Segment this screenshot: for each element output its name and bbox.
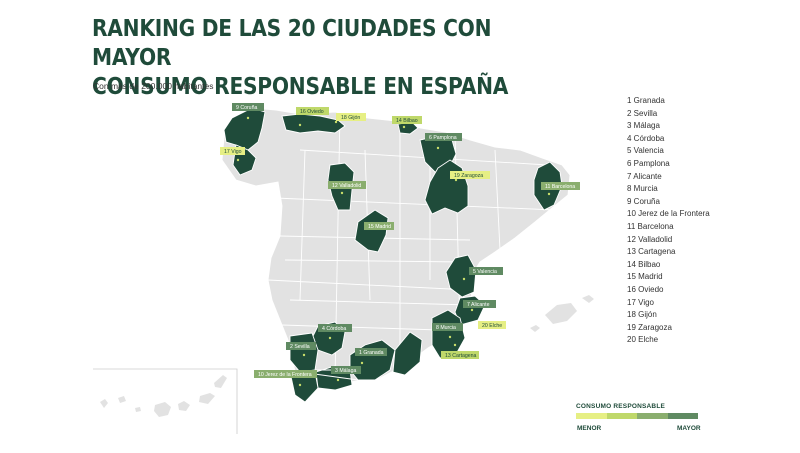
city-label-murcia: 8 Murcia (432, 323, 463, 331)
city-label-pamplona: 6 Pamplona (425, 133, 462, 141)
ranking-item: 8 Murcia (627, 184, 658, 194)
ranking-item: 4 Córdoba (627, 133, 665, 143)
city-label-text: 4 Córdoba (322, 326, 346, 332)
city-label-text: 9 Coruña (236, 105, 257, 111)
city-label-text: 18 Gijón (341, 115, 360, 121)
highlighted-provinces (223, 107, 563, 403)
province-murcia (431, 309, 466, 359)
legend-max-label: MAYOR (677, 425, 701, 432)
city-label-vigo: 17 Vigo (220, 147, 245, 155)
canary-islands-inset (93, 368, 238, 434)
ranking-item: 3 Málaga (627, 121, 660, 131)
title-line-2: CONSUMO RESPONSABLE EN ESPAÑA (92, 72, 509, 100)
city-label-madrid: 15 Madrid (364, 222, 394, 230)
province-almeria (392, 331, 423, 376)
city-label-zaragoza: 19 Zaragoza (450, 171, 490, 179)
ranking-item: 12 Valladolid (627, 234, 673, 244)
ranking-item: 19 Zaragoza (627, 322, 672, 332)
city-label-text: 5 Valencia (473, 269, 497, 275)
city-label-malaga: 3 Málaga (331, 366, 361, 374)
city-label-bilbao: 14 Bilbao (392, 116, 422, 124)
city-label-text: 2 Sevilla (290, 344, 310, 350)
ranking-item: 6 Pamplona (627, 158, 670, 168)
ranking-list: 1 Granada 2 Sevilla 3 Málaga 4 Córdoba 5… (627, 95, 710, 347)
city-label-text: 10 Jerez de la Frontera (258, 372, 312, 378)
city-label-text: 11 Barcelona (545, 184, 575, 190)
legend-swatch-1 (576, 413, 607, 419)
city-label-sevilla: 2 Sevilla (286, 342, 316, 350)
balearic-islands (530, 295, 594, 332)
province-madrid (354, 209, 389, 253)
city-label-valencia: 5 Valencia (469, 267, 503, 275)
ranking-item: 20 Elche (627, 335, 659, 345)
city-label-elche: 20 Elche (478, 321, 506, 329)
city-label-text: 14 Bilbao (396, 118, 418, 124)
city-label-text: 17 Vigo (224, 149, 242, 155)
city-label-gijon: 18 Gijón (336, 113, 366, 121)
ranking-item: 9 Coruña (627, 196, 660, 206)
city-label-jerez: 10 Jerez de la Frontera (254, 370, 317, 378)
ranking-item: 15 Madrid (627, 272, 663, 282)
legend-title: CONSUMO RESPONSABLE (576, 403, 666, 410)
legend-swatch-4 (667, 413, 698, 419)
city-label-text: 16 Oviedo (300, 109, 324, 115)
city-label-text: 7 Alicante (467, 302, 490, 308)
city-label-text: 20 Elche (482, 323, 502, 329)
ranking-item: 18 Gijón (627, 310, 657, 320)
city-label-barcelona: 11 Barcelona (541, 182, 580, 190)
city-label-alicante: 7 Alicante (463, 300, 496, 308)
ranking-item: 17 Vigo (627, 297, 654, 307)
city-label-text: 12 Valladolid (332, 183, 361, 189)
ranking-item: 14 Bilbao (627, 259, 661, 269)
map-subtitle: Con más de 200.000 habitantes (93, 81, 214, 91)
legend-swatch-2 (606, 413, 637, 419)
city-labels: 9 Coruña 16 Oviedo 18 Gijón 14 Bilbao 6 … (220, 103, 580, 378)
province-valencia (445, 254, 477, 298)
city-label-oviedo: 16 Oviedo (296, 107, 329, 115)
city-label-coruna: 9 Coruña (232, 103, 264, 111)
city-label-text: 8 Murcia (436, 325, 456, 331)
ranking-item: 10 Jerez de la Frontera (627, 209, 710, 219)
map-title: RANKING DE LAS 20 CIUDADES CON MAYOR CON… (92, 14, 556, 101)
city-label-text: 3 Málaga (335, 368, 356, 374)
ranking-item: 13 Cartagena (627, 247, 676, 257)
ranking-item: 16 Oviedo (627, 284, 664, 294)
ranking-item: 7 Alicante (627, 171, 662, 181)
ranking-item: 11 Barcelona (627, 221, 674, 231)
ranking-item: 5 Valencia (627, 146, 664, 156)
city-label-text: 19 Zaragoza (454, 173, 483, 179)
city-label-text: 1 Granada (359, 350, 384, 356)
legend-min-label: MENOR (577, 425, 602, 432)
city-label-text: 13 Cartagena (445, 353, 477, 359)
legend-color-scale (576, 413, 698, 419)
title-line-1: RANKING DE LAS 20 CIUDADES CON MAYOR (92, 14, 492, 71)
city-label-text: 6 Pamplona (429, 135, 457, 141)
ranking-item: 1 Granada (627, 96, 665, 105)
city-label-cartagena: 13 Cartagena (441, 351, 479, 359)
city-label-cordoba: 4 Córdoba (318, 324, 352, 332)
city-label-text: 15 Madrid (368, 224, 391, 230)
ranking-item: 2 Sevilla (627, 108, 658, 118)
city-label-granada: 1 Granada (355, 348, 387, 356)
city-label-valladolid: 12 Valladolid (328, 181, 366, 189)
legend-swatch-3 (637, 413, 668, 419)
